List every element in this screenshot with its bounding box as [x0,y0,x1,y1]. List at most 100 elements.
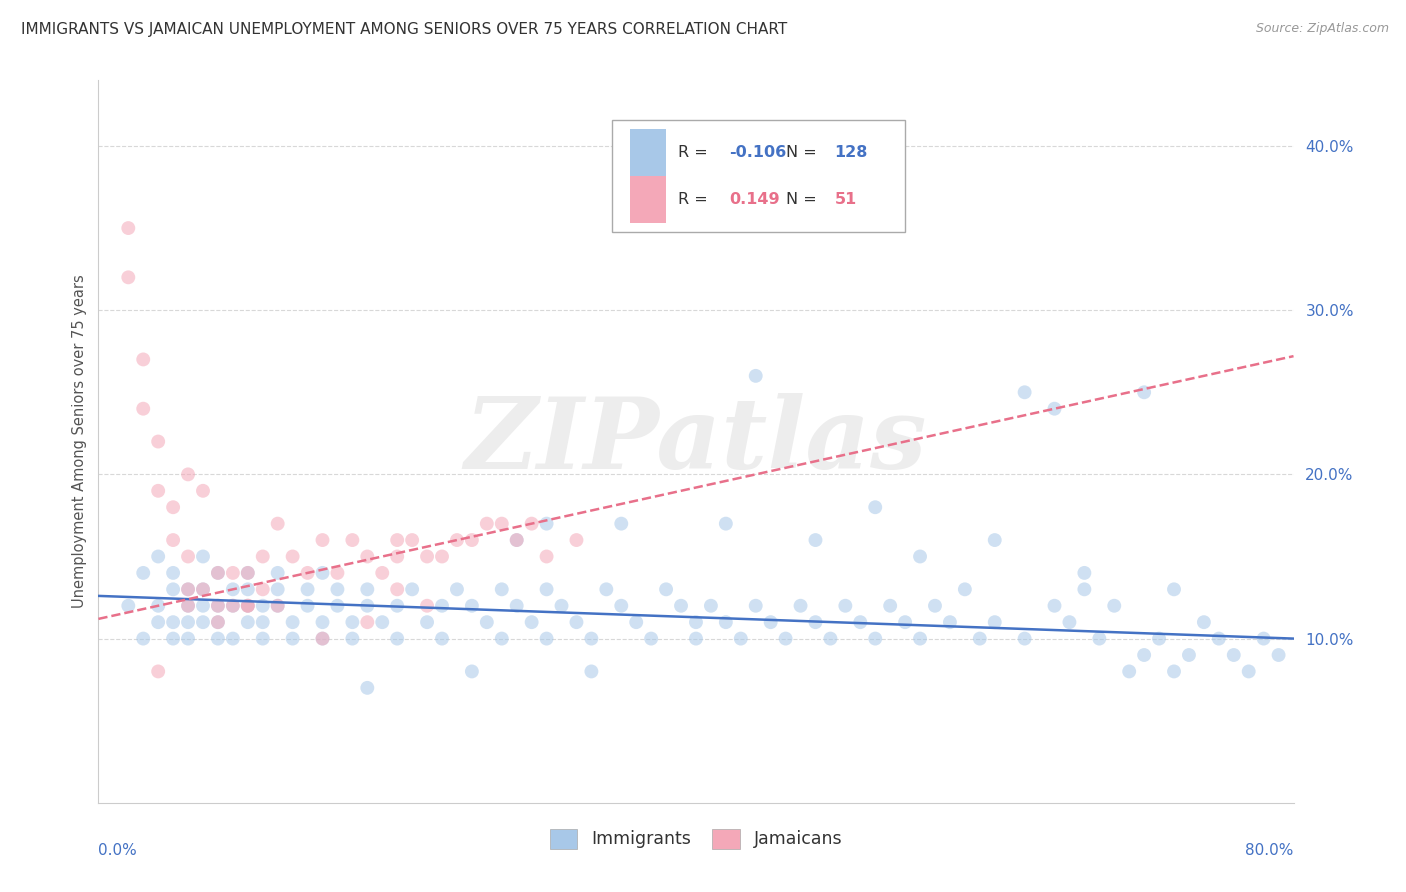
Point [148,615,170,630]
Point [311,533,333,547]
Text: IMMIGRANTS VS JAMAICAN UNEMPLOYMENT AMONG SENIORS OVER 75 YEARS CORRELATION CHAR: IMMIGRANTS VS JAMAICAN UNEMPLOYMENT AMON… [21,22,787,37]
Point [311,615,333,630]
Point [177,599,200,613]
Point [1253,632,1275,646]
Point [1192,615,1215,630]
Point [953,582,976,597]
Point [430,599,453,613]
Point [207,566,229,580]
Point [1267,648,1289,662]
Point [281,615,304,630]
Point [640,632,662,646]
Point [475,516,498,531]
Point [252,549,274,564]
Point [506,533,529,547]
Point [326,566,349,580]
Point [1014,632,1036,646]
Point [385,599,409,613]
Text: 80.0%: 80.0% [1246,843,1294,857]
Point [430,632,453,646]
Text: R =: R = [678,192,713,207]
Point [162,632,184,646]
Point [177,582,200,597]
Point [191,549,214,564]
Point [1223,648,1246,662]
Point [610,516,633,531]
Point [1163,582,1185,597]
Text: Source: ZipAtlas.com: Source: ZipAtlas.com [1256,22,1389,36]
Point [775,632,797,646]
Point [581,632,603,646]
Text: ZIPatlas: ZIPatlas [465,393,927,490]
Point [191,483,214,498]
Point [148,599,170,613]
Point [1043,599,1066,613]
Point [865,632,887,646]
Point [132,566,155,580]
Point [356,681,378,695]
Point [207,566,229,580]
Point [342,615,364,630]
Point [385,582,409,597]
Point [191,582,214,597]
Point [311,632,333,646]
Point [342,632,364,646]
Point [1208,632,1230,646]
FancyBboxPatch shape [630,176,666,222]
Point [371,566,394,580]
Point [222,599,245,613]
Point [626,615,648,630]
Point [148,665,170,679]
Text: -0.106: -0.106 [730,145,787,161]
Point [356,549,378,564]
Point [849,615,872,630]
Point [177,582,200,597]
Point [669,599,692,613]
Point [311,566,333,580]
Point [385,549,409,564]
Point [207,632,229,646]
Point [1133,385,1156,400]
Point [879,599,901,613]
Point [132,352,155,367]
Point [894,615,917,630]
Point [745,368,768,383]
Point [177,467,200,482]
Point [356,615,378,630]
Point [401,582,423,597]
Point [356,599,378,613]
Point [236,566,259,580]
Point [461,665,484,679]
Point [1073,582,1095,597]
Text: 0.0%: 0.0% [98,843,138,857]
Point [177,615,200,630]
Point [297,566,319,580]
Point [984,615,1007,630]
Point [385,632,409,646]
Point [222,632,245,646]
Point [745,599,768,613]
Point [236,582,259,597]
Point [1073,566,1095,580]
Point [207,615,229,630]
Point [416,615,439,630]
Point [207,599,229,613]
Point [820,632,842,646]
Point [132,632,155,646]
Point [148,434,170,449]
Point [117,270,139,285]
Point [550,599,572,613]
Point [1088,632,1111,646]
Point [385,533,409,547]
Point [267,599,290,613]
Point [714,516,737,531]
Text: N =: N = [786,192,821,207]
Point [536,582,558,597]
Point [252,632,274,646]
Point [252,615,274,630]
Point [804,615,827,630]
Point [342,533,364,547]
Legend: Immigrants, Jamaicans: Immigrants, Jamaicans [543,822,849,855]
Point [148,483,170,498]
Point [685,615,707,630]
